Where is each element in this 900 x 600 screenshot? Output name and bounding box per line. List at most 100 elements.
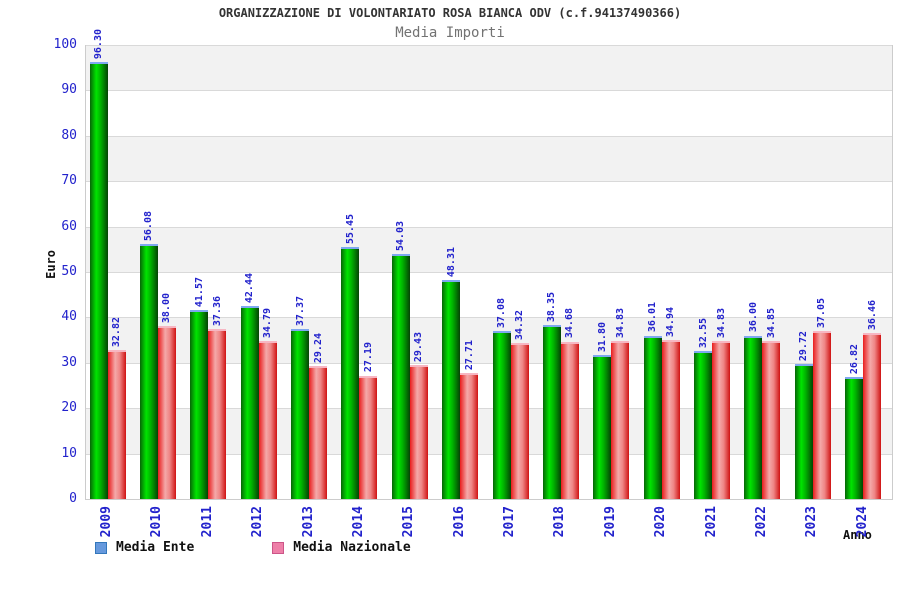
x-tick-2018: 2018 [552, 506, 568, 538]
plot-area: 96.30 32.82 56.08 38.00 41.57 37.36 42.44 34.79… [85, 29, 893, 500]
value-label-media-nazionale-2010: 38.00 [161, 293, 173, 324]
x-tick-2014: 2014 [350, 506, 366, 538]
bar-media-ente-2015 [391, 253, 410, 499]
value-label-media-nazionale-2018: 34.68 [564, 308, 576, 339]
bar-media-nazionale-2018 [560, 341, 579, 499]
y-tick-30: 30 [61, 354, 77, 370]
bar-media-nazionale-2010 [157, 326, 176, 499]
x-tick-2015: 2015 [401, 506, 417, 538]
y-tick-100: 100 [53, 37, 77, 52]
bar-media-nazionale-2009 [107, 350, 126, 499]
value-label-media-nazionale-2017: 34.32 [514, 310, 525, 341]
y-tick-40: 40 [61, 309, 77, 325]
bar-media-ente-2011 [190, 310, 209, 499]
bar-media-nazionale-2012 [258, 341, 277, 499]
bar-media-ente-2014 [341, 247, 360, 499]
grid-band [86, 45, 892, 91]
value-label-media-nazionale-2021: 34.83 [715, 307, 727, 338]
y-tick-70: 70 [61, 173, 77, 189]
value-label-media-nazionale-2011: 37.36 [211, 296, 223, 327]
x-tick-2009: 2009 [99, 506, 114, 538]
chart-title: ORGANIZZAZIONE DI VOLONTARIATO ROSA BIAN… [218, 6, 682, 20]
value-label-media-nazionale-2020: 34.94 [665, 307, 677, 338]
bar-media-ente-2017 [492, 330, 511, 499]
value-label-media-ente-2015: 54.03 [395, 220, 407, 251]
value-label-media-ente-2022: 36.00 [747, 302, 759, 333]
value-label-media-ente-2016: 48.31 [445, 246, 457, 277]
value-label-media-ente-2013: 37.37 [294, 296, 306, 327]
value-label-media-nazionale-2016: 27.71 [463, 340, 475, 371]
bar-media-ente-2009 [89, 61, 108, 499]
value-label-media-ente-2017: 37.08 [496, 297, 507, 328]
bar-media-ente-2021 [694, 351, 712, 499]
value-label-media-ente-2011: 41.57 [193, 277, 205, 308]
value-label-media-ente-2024: 26.82 [848, 344, 860, 375]
legend-swatch-media-ente [95, 541, 107, 554]
bar-media-nazionale-2017 [510, 343, 529, 499]
x-tick-2022: 2022 [753, 506, 769, 538]
value-label-media-ente-2014: 55.45 [344, 214, 356, 245]
legend: Media Ente Media Nazionale [95, 540, 411, 555]
y-tick-50: 50 [61, 264, 77, 279]
grid-band [86, 135, 892, 182]
x-tick-2012: 2012 [250, 506, 266, 538]
y-tick-80: 80 [61, 127, 77, 143]
grid-band [86, 181, 892, 227]
bar-media-ente-2024 [845, 377, 864, 499]
bar-media-ente-2018 [542, 324, 561, 499]
x-axis-title: Anno [843, 528, 872, 542]
legend-swatch-media-nazionale [272, 541, 285, 554]
value-label-media-nazionale-2024: 36.46 [866, 300, 878, 331]
x-tick-2020: 2020 [653, 506, 669, 538]
value-label-media-ente-2018: 38.35 [546, 291, 558, 322]
legend-label-media-nazionale: Media Nazionale [293, 540, 411, 555]
x-tick-2017: 2017 [502, 506, 517, 538]
bar-media-nazionale-2016 [460, 373, 479, 499]
y-tick-10: 10 [61, 445, 77, 461]
bar-media-nazionale-2014 [359, 375, 378, 499]
bar-media-ente-2020 [643, 335, 662, 499]
y-tick-20: 20 [61, 400, 77, 416]
x-tick-2010: 2010 [149, 506, 165, 538]
y-tick-60: 60 [61, 218, 77, 234]
grid-band [86, 226, 892, 272]
value-label-media-nazionale-2012: 34.79 [262, 307, 274, 339]
bar-media-nazionale-2021 [712, 340, 730, 499]
chart-subtitle: Media Importi [395, 25, 505, 41]
value-label-media-ente-2021: 32.55 [697, 318, 709, 349]
value-label-media-nazionale-2014: 27.19 [362, 342, 374, 373]
bar-media-ente-2013 [291, 329, 309, 499]
x-tick-2019: 2019 [602, 506, 618, 538]
bar-media-nazionale-2022 [762, 340, 781, 499]
value-label-media-nazionale-2023: 37.05 [816, 297, 828, 328]
x-tick-2013: 2013 [300, 506, 316, 538]
value-label-media-nazionale-2009: 32.82 [111, 316, 122, 347]
value-label-media-ente-2019: 31.80 [596, 321, 608, 352]
bar-media-ente-2012 [240, 306, 259, 499]
x-tick-2024: 2024 [854, 506, 870, 538]
bar-media-ente-2016 [442, 279, 461, 499]
value-label-media-ente-2023: 29.72 [798, 330, 810, 362]
bar-media-nazionale-2015 [409, 365, 428, 499]
x-tick-2016: 2016 [451, 506, 467, 538]
grid-band [86, 272, 892, 318]
x-tick-2021: 2021 [703, 506, 719, 538]
bar-media-ente-2022 [744, 335, 763, 499]
y-tick-0: 0 [69, 491, 77, 506]
bar-media-nazionale-2024 [863, 333, 882, 499]
x-tick-2023: 2023 [804, 506, 820, 538]
value-label-media-ente-2012: 42.44 [244, 273, 256, 304]
y-tick-90: 90 [61, 82, 77, 98]
value-label-media-nazionale-2013: 29.24 [312, 333, 324, 364]
value-label-media-nazionale-2022: 34.85 [765, 307, 777, 338]
bar-media-ente-2019 [593, 354, 612, 499]
value-label-media-nazionale-2015: 29.43 [413, 332, 425, 363]
grid-band [86, 90, 892, 136]
value-label-media-ente-2009: 96.30 [93, 28, 104, 59]
bar-media-nazionale-2023 [812, 330, 831, 499]
x-tick-2011: 2011 [199, 506, 215, 538]
bar-media-ente-2023 [794, 364, 813, 499]
value-label-media-ente-2010: 56.08 [143, 211, 155, 242]
bar-media-nazionale-2020 [661, 340, 680, 499]
